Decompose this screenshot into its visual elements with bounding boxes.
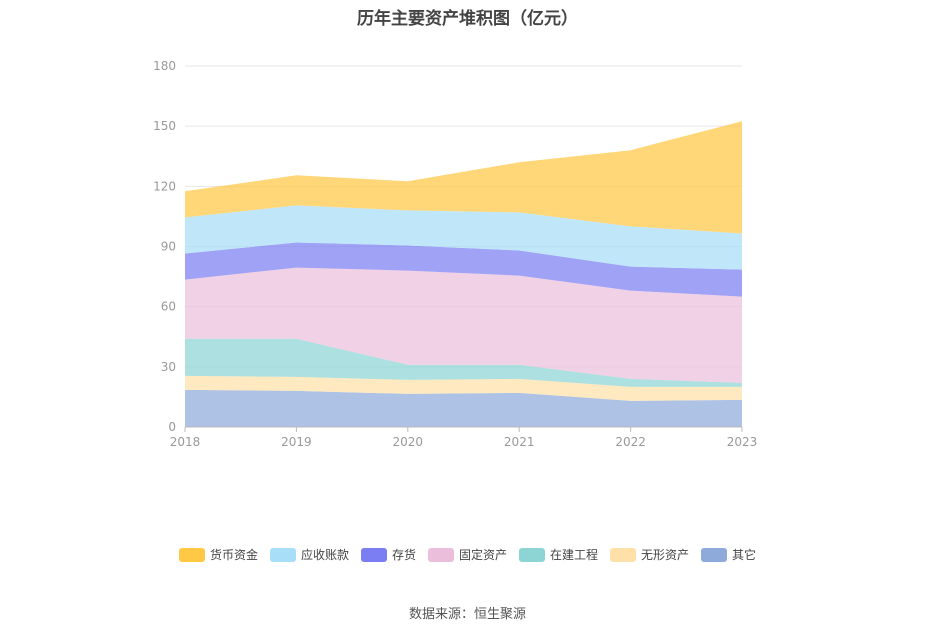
legend-swatch — [269, 547, 296, 562]
y-tick-label: 60 — [161, 300, 176, 314]
x-tick-label: 2022 — [615, 435, 646, 449]
x-tick-label: 2021 — [504, 435, 535, 449]
legend-swatch — [427, 547, 454, 562]
legend-item-0[interactable]: 货币资金 — [178, 546, 258, 563]
legend-swatch — [360, 547, 387, 562]
chart-title: 历年主要资产堆积图（亿元） — [357, 9, 578, 29]
legend-swatch — [701, 547, 728, 562]
legend-item-6[interactable]: 其它 — [701, 546, 756, 563]
area-series-6 — [185, 121, 742, 234]
x-tick-label: 2018 — [170, 435, 201, 449]
legend: 货币资金 应收账款 存货 固定资产 在建工程 无形资产 其它 — [0, 546, 935, 563]
x-tick-label: 2023 — [727, 435, 758, 449]
y-tick-label: 0 — [168, 420, 176, 434]
legend-item-5[interactable]: 无形资产 — [610, 546, 689, 563]
legend-item-1[interactable]: 应收账款 — [269, 546, 349, 563]
legend-item-4[interactable]: 在建工程 — [519, 546, 598, 563]
area-series-4 — [185, 242, 742, 297]
legend-item-3[interactable]: 固定资产 — [427, 546, 507, 563]
y-tick-label: 150 — [153, 119, 176, 133]
area-series-0 — [185, 389, 742, 427]
legend-swatch — [519, 547, 545, 562]
legend-label: 在建工程 — [550, 548, 599, 562]
area-series-2 — [185, 338, 742, 387]
area-series-5 — [185, 205, 742, 270]
legend-label: 其它 — [732, 548, 757, 562]
legend-label: 存货 — [391, 548, 416, 562]
axes: 0 30 60 90 120 150 180 2018 2019 2020 2021 2022 2023 — [153, 59, 757, 449]
legend-item-2[interactable]: 存货 — [360, 546, 416, 563]
legend-swatch — [610, 547, 637, 562]
area-series-3 — [185, 267, 742, 383]
legend-label: 无形资产 — [641, 548, 690, 562]
x-tick-label: 2020 — [393, 435, 424, 449]
stacked-area-chart: 0 30 60 90 120 150 180 2018 2019 2020 2021 2022 2023 — [153, 59, 757, 449]
x-tick-label: 2019 — [281, 435, 312, 449]
y-tick-label: 90 — [161, 240, 176, 254]
source-note: 数据来源：恒生聚源 — [408, 607, 526, 622]
legend-label: 固定资产 — [458, 548, 507, 562]
legend-label: 货币资金 — [209, 548, 258, 562]
y-tick-label: 180 — [153, 59, 176, 73]
y-tick-label: 30 — [161, 360, 176, 374]
legend-label: 应收账款 — [300, 548, 349, 562]
area-series — [185, 121, 742, 427]
area-series-1 — [185, 375, 742, 401]
legend-swatch — [178, 547, 205, 562]
y-tick-label: 120 — [153, 179, 176, 193]
